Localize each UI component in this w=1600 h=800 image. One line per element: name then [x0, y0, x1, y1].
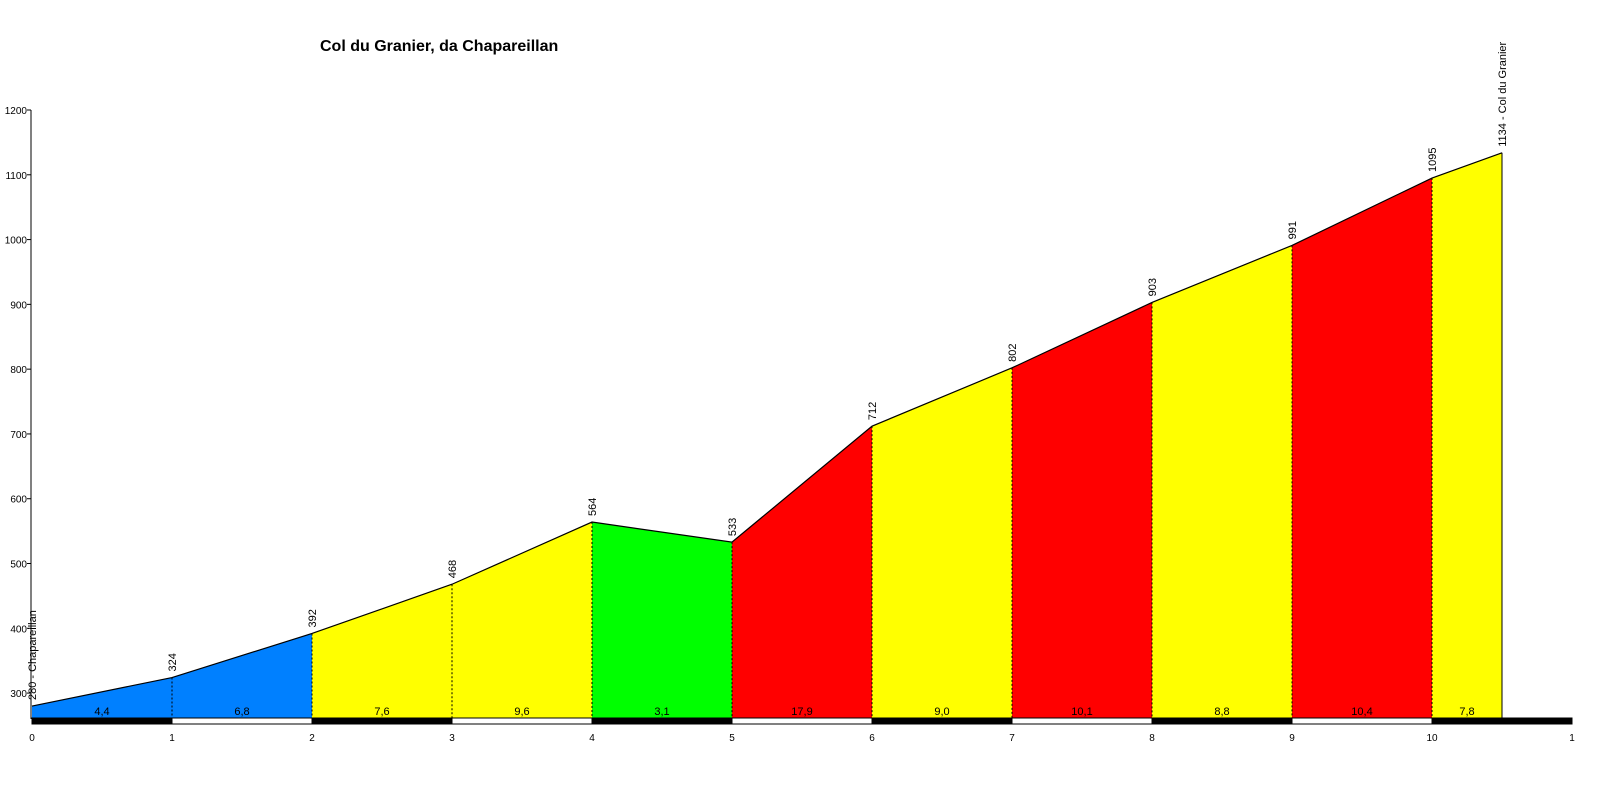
segment-fill: [1012, 302, 1152, 719]
grade-label: 6,8: [234, 706, 249, 718]
x-axis-tick-label: 6: [869, 733, 875, 744]
segment-fill: [312, 584, 452, 719]
distance-bar-block: [591, 717, 733, 725]
segment-fill: [1152, 245, 1292, 719]
elevation-label: 802: [1007, 343, 1019, 361]
grade-label: 17,9: [791, 706, 812, 718]
distance-bar-block: [1011, 717, 1153, 725]
x-axis-tick-label: 2: [309, 733, 315, 744]
grade-label: 4,4: [94, 706, 109, 718]
grade-label: 8,8: [1214, 706, 1229, 718]
elevation-label: 564: [587, 498, 599, 516]
distance-bar-block: [871, 717, 1013, 725]
elevation-label: 533: [727, 518, 739, 536]
distance-bar-block: [1431, 717, 1573, 725]
x-axis-tick-label: 1: [1569, 733, 1575, 744]
x-axis-tick-label: 9: [1289, 733, 1295, 744]
distance-bar-block: [1151, 717, 1293, 725]
grade-label: 7,8: [1459, 706, 1474, 718]
y-axis-tick-label: 900: [10, 300, 27, 311]
y-axis-tick-label: 600: [10, 495, 27, 506]
x-axis-tick-label: 4: [589, 733, 595, 744]
x-axis-tick-label: 0: [29, 733, 35, 744]
elevation-label: 392: [307, 609, 319, 627]
x-axis-tick-label: 1: [169, 733, 175, 744]
profile-outline: [31, 152, 1503, 707]
segment-dividers: [171, 152, 1503, 719]
grade-label: 9,6: [514, 706, 529, 718]
segment-fills: [32, 152, 1502, 719]
grade-label: 10,1: [1071, 706, 1092, 718]
segment-fill: [1432, 152, 1502, 719]
elevation-label: 468: [447, 560, 459, 578]
distance-bar-block: [451, 717, 593, 725]
chart-title: Col du Granier, da Chapareillan: [320, 38, 559, 55]
y-axis-tick-label: 700: [10, 430, 27, 441]
y-axis-tick-label: 500: [10, 560, 27, 571]
y-axis-tick-label: 1100: [5, 171, 27, 182]
distance-bar: [31, 717, 1573, 725]
distance-bar-block: [171, 717, 313, 725]
x-axis-tick-label: 8: [1149, 733, 1155, 744]
grade-label: 7,6: [374, 706, 389, 718]
x-axis-tick-label: 10: [1426, 733, 1438, 744]
elevation-label: 280 - Chapareillan: [27, 610, 39, 700]
elevation-labels: 280 - Chapareillan 324 392 468 564 533 712 802 9…: [27, 41, 1509, 700]
segment-fill: [872, 367, 1012, 719]
elevation-label: 903: [1147, 278, 1159, 296]
distance-bar-block: [731, 717, 873, 725]
x-axis-tick-label: 3: [449, 733, 455, 744]
grade-labels: 4,4 6,8 7,6 9,6 3,1 17,9 9,0 10,1 8,8 10,4 7,8: [94, 706, 1474, 718]
elevation-label: 1134 - Col du Granier: [1497, 41, 1509, 146]
y-axis-tick-label: 300: [10, 689, 27, 700]
grade-label: 3,1: [654, 706, 669, 718]
segment-fill: [592, 522, 732, 719]
elevation-label: 712: [867, 402, 879, 420]
segment-fill: [32, 677, 172, 719]
elevation-label: 324: [167, 653, 179, 671]
x-axis-tick-labels: 0 1 2 3 4 5 6 7 8 9 10 1: [29, 733, 1575, 744]
grade-label: 9,0: [934, 706, 949, 718]
segment-fill: [1292, 178, 1432, 719]
y-axis: 300 400 500 600 700 800 900 1000 1100 1200: [5, 106, 32, 719]
distance-bar-block: [31, 717, 173, 725]
y-axis-tick-label: 1200: [5, 106, 28, 117]
segment-fill: [732, 426, 872, 719]
x-axis-tick-label: 7: [1009, 733, 1015, 744]
elevation-label: 1095: [1427, 148, 1439, 172]
profile-line: [31, 152, 1503, 707]
grade-label: 10,4: [1351, 706, 1372, 718]
segment-fill: [452, 522, 592, 719]
y-axis-tick-label: 800: [10, 365, 27, 376]
x-axis-tick-label: 5: [729, 733, 735, 744]
y-axis-tick-label: 400: [10, 624, 27, 635]
elevation-label: 991: [1287, 221, 1299, 239]
segment-fill: [172, 633, 312, 719]
y-axis-tick-label: 1000: [5, 236, 28, 247]
distance-bar-block: [311, 717, 453, 725]
distance-bar-block: [1291, 717, 1433, 725]
